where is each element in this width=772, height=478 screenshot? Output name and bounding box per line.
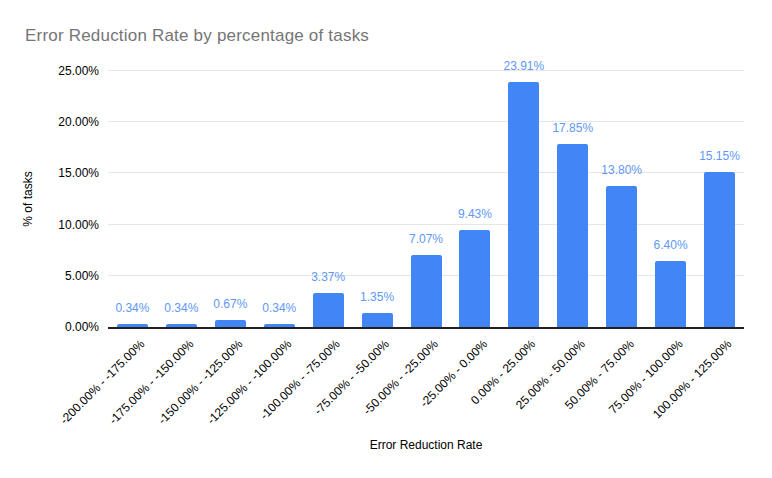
bar (508, 82, 539, 327)
y-tick-label: 10.00% (0, 218, 99, 232)
bar-value-label: 0.67% (213, 297, 247, 311)
y-tick-label: 5.00% (0, 269, 99, 283)
y-tick-label: 25.00% (0, 64, 99, 78)
bar-value-label: 0.34% (262, 301, 296, 315)
bar-value-label: 23.91% (503, 59, 544, 73)
chart-title: Error Reduction Rate by percentage of ta… (25, 26, 369, 46)
bar (557, 144, 588, 327)
bar-value-label: 1.35% (360, 290, 394, 304)
chart: Error Reduction Rate by percentage of ta… (0, 0, 772, 478)
bar (606, 186, 637, 327)
bar (264, 324, 295, 327)
gridline (108, 224, 744, 225)
bar-value-label: 17.85% (552, 121, 593, 135)
x-tick-label: -175.00% - -150.00% (106, 337, 196, 427)
bar (459, 230, 490, 327)
bar-value-label: 0.34% (164, 301, 198, 315)
bar-value-label: 13.80% (601, 163, 642, 177)
plot-area: 0.34% 0.34% 0.67% 0.34% 3.37% 1.35% 7.07% 9.43%… (108, 71, 744, 329)
x-tick-label: -200.00% - -175.00% (57, 337, 147, 427)
bar (166, 324, 197, 327)
bar (313, 293, 344, 328)
x-tick-label: -125.00% - -100.00% (204, 337, 294, 427)
y-tick-label: 20.00% (0, 115, 99, 129)
bar (215, 320, 246, 327)
bar-value-label: 3.37% (311, 270, 345, 284)
bar (117, 324, 148, 327)
bar-value-label: 15.15% (699, 149, 740, 163)
bar (362, 313, 393, 327)
x-axis-title: Error Reduction Rate (108, 438, 744, 452)
bar (655, 261, 686, 327)
y-tick-label: 15.00% (0, 166, 99, 180)
gridline (108, 172, 744, 173)
x-tick-label: -150.00% - -125.00% (155, 337, 245, 427)
bar-value-label: 7.07% (409, 232, 443, 246)
bar (411, 255, 442, 327)
y-tick-label: 0.00% (0, 320, 99, 334)
gridline (108, 70, 744, 71)
bar (704, 172, 735, 327)
bar-value-label: 6.40% (654, 238, 688, 252)
bar-value-label: 0.34% (115, 301, 149, 315)
gridline (108, 121, 744, 122)
bar-value-label: 9.43% (458, 207, 492, 221)
